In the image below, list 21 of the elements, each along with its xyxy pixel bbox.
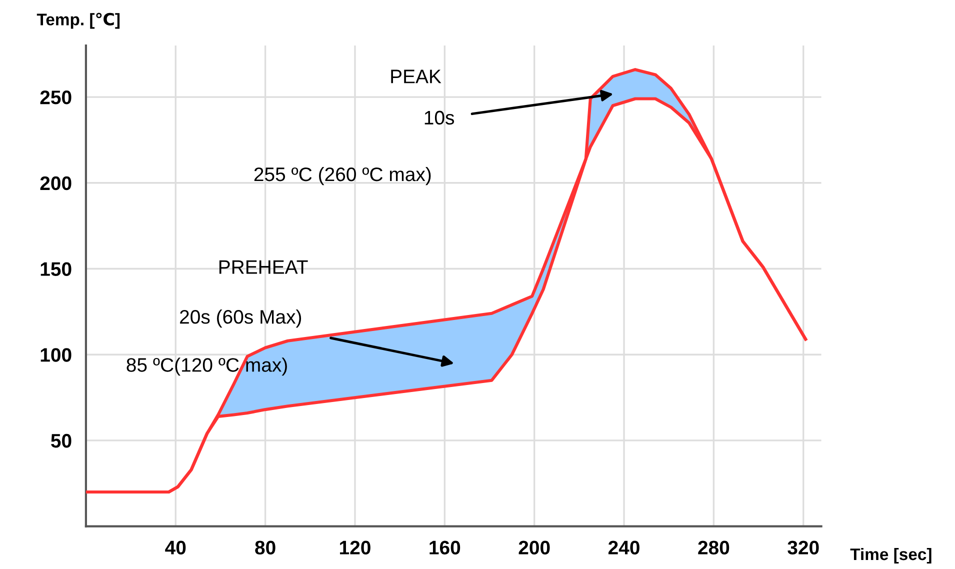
x-tick-label: 200 <box>518 540 550 554</box>
x-tick-label: 280 <box>698 540 730 554</box>
annotation: 10s <box>424 110 454 125</box>
annotation: PEAK <box>391 70 442 84</box>
x-tick-label: 40 <box>165 540 186 554</box>
y-tick-label: 100 <box>40 348 72 362</box>
x-tick-label: 80 <box>255 540 276 554</box>
x-tick-label: 240 <box>608 540 640 554</box>
y-tick-label: 50 <box>51 434 72 448</box>
x-tick-label: 160 <box>430 540 460 554</box>
y-tick-label: 200 <box>40 176 72 190</box>
x-tick-label: 320 <box>788 540 819 555</box>
annotation: 255 ºC (260 ºC max) <box>254 166 431 186</box>
annotation: PREHEAT <box>219 260 308 274</box>
annotation: 20s (60s Max) <box>180 309 302 328</box>
y-tick-label: 250 <box>40 90 72 104</box>
x-tick-label: 120 <box>340 540 370 554</box>
annotation: 85 ºC(120 ºC max) <box>126 358 287 376</box>
y-tick-label: 150 <box>40 262 72 276</box>
y-axis-title: Temp. [℃] <box>36 12 120 29</box>
x-axis-title: Time [sec] <box>850 548 932 564</box>
